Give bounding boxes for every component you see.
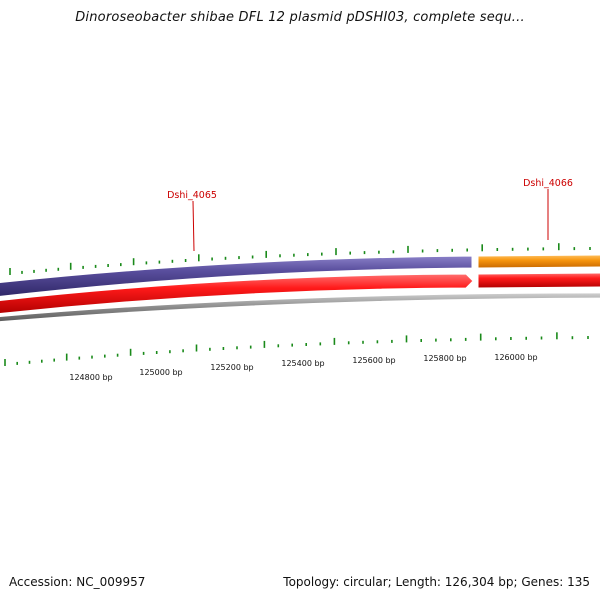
scale-label: 125800 bp: [423, 354, 466, 363]
gene-reverse-2[interactable]: [477, 272, 600, 289]
tick-row-top: [9, 243, 591, 275]
gene-forward-dshi-4065[interactable]: [0, 255, 473, 297]
scale-label: 125600 bp: [352, 356, 395, 365]
scale-label: 125000 bp: [139, 368, 182, 377]
accession-text: Accession: NC_009957: [9, 575, 146, 589]
scale-label: 124800 bp: [69, 373, 112, 382]
gene-label-dshi-4066[interactable]: Dshi_4066: [523, 178, 573, 189]
gene-forward-dshi-4066[interactable]: [477, 254, 600, 269]
sequence-backbone: [0, 292, 600, 322]
scale-label: 126000 bp: [494, 353, 537, 362]
gene-label-dshi-4065[interactable]: Dshi_4065: [167, 190, 217, 201]
summary-text: Topology: circular; Length: 126,304 bp; …: [283, 575, 590, 589]
gene-reverse-1[interactable]: [0, 273, 474, 314]
map-title: Dinoroseobacter shibae DFL 12 plasmid pD…: [75, 10, 525, 25]
tick-row-bottom: [4, 332, 589, 366]
label-line-dshi-4065: [192, 200, 195, 252]
scale-label: 125200 bp: [210, 363, 253, 372]
scale-label: 125400 bp: [281, 359, 324, 368]
